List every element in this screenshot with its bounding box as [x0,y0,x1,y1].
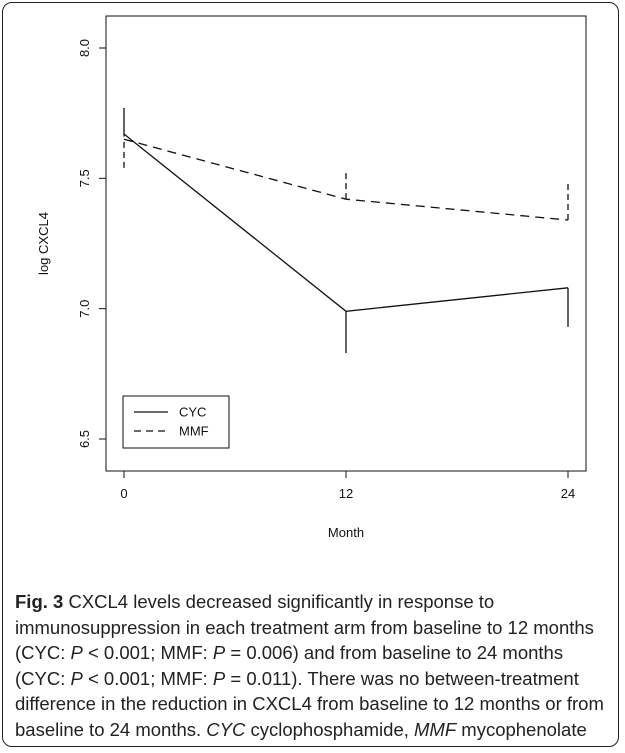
caption-p-symbol: P [70,642,83,663]
line-chart: 0 12 24 6.5 7.0 7.5 8.0 Month log CXCL4 CYC MMF [36,15,587,540]
figure-label: Fig. 3 [15,591,64,612]
legend-label-cyc: CYC [179,405,206,420]
x-tick-label: 24 [561,486,575,501]
series-line-cyc [123,133,569,312]
caption-text: = 0.006) and from baseline to 24 months … [15,642,564,689]
y-tick-label: 7.5 [77,169,92,187]
caption-p-symbol: P [212,642,226,663]
y-tick-label: 8.0 [77,39,92,57]
caption-p-symbol: P [70,667,83,689]
y-tick-label: 6.5 [77,430,92,448]
caption-abbr-mmf: MMF [414,718,457,740]
caption-abbr-cyc: CYC [206,718,246,740]
x-axis-label: Month [328,525,364,540]
caption-text: cyclophosphamide, [245,718,415,740]
x-tick-label: 12 [339,486,353,501]
x-tick-label: 0 [120,486,127,501]
caption-text: CXCL4 levels decreased significantly in … [15,591,594,663]
legend-box [122,395,230,449]
figure-frame: 0 12 24 6.5 7.0 7.5 8.0 Month log CXCL4 CYC MMF Fi… [2,2,619,747]
legend-label-mmf: MMF [179,424,209,439]
caption-text: = 0.011). There was no between-treatment… [15,667,604,740]
series-line-mmf [123,138,569,221]
y-axis-label: log CXCL4 [36,212,51,275]
figure-caption: Fig. 3 CXCL4 levels decreased significan… [15,589,611,742]
caption-p-symbol: P [212,667,226,689]
y-tick-label: 7.0 [77,300,92,318]
caption-text: mycophenolate [456,718,587,740]
caption-text: < 0.001; MMF: [82,667,213,689]
caption-text: < 0.001; MMF: [82,642,213,663]
